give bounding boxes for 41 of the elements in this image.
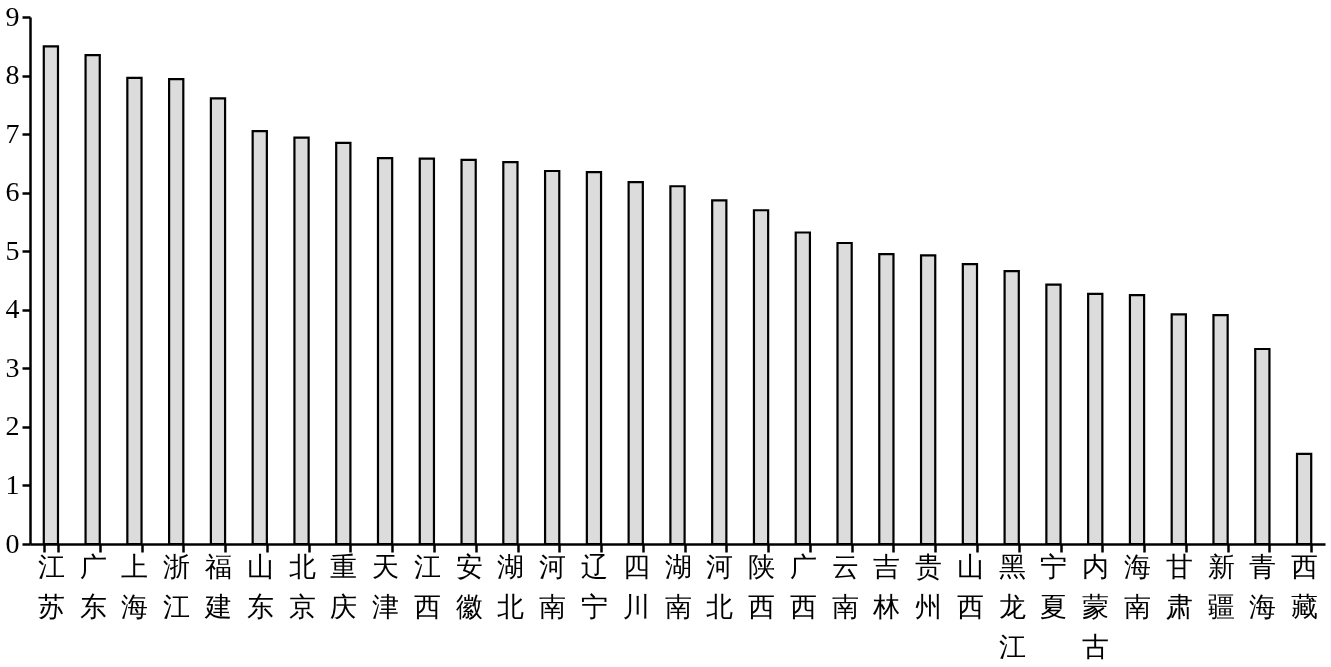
y-tick-label: 8 (5, 59, 20, 91)
x-tick-label: 海南 (1124, 551, 1152, 622)
x-tick-label: 江西 (413, 551, 441, 622)
x-tick-label: 山东 (246, 551, 274, 622)
y-tick-label: 1 (5, 468, 20, 500)
x-tick-label: 宁夏 (1040, 551, 1068, 622)
x-tick-label: 黑龙江 (998, 551, 1026, 662)
x-tick-label: 西藏 (1291, 551, 1319, 622)
x-tick-label: 吉林 (872, 551, 901, 622)
x-tick-label: 辽宁 (580, 551, 608, 622)
x-tick-label: 内蒙古 (1082, 551, 1110, 662)
x-tick-label: 重庆 (330, 551, 358, 622)
y-tick-label: 6 (5, 176, 20, 208)
x-tick-label: 青海 (1249, 551, 1277, 622)
x-tick-label: 天津 (372, 551, 400, 622)
x-tick-label: 上海 (121, 551, 149, 622)
x-tick-label: 北京 (288, 551, 316, 622)
y-tick-label: 3 (5, 351, 20, 383)
x-tick-label: 湖南 (664, 551, 692, 622)
x-tick-label: 广东 (79, 551, 107, 622)
x-tick-label: 陕西 (748, 551, 776, 622)
y-tick-label: 7 (5, 117, 20, 149)
x-tick-label: 河南 (539, 551, 567, 622)
x-tick-label: 新疆 (1207, 551, 1235, 622)
y-tick-label: 5 (5, 234, 20, 266)
x-tick-label: 安徽 (455, 551, 483, 622)
x-tick-label: 福建 (203, 551, 232, 622)
x-tick-label: 甘肃 (1165, 551, 1193, 622)
x-tick-label: 浙江 (163, 551, 191, 622)
x-tick-label: 云南 (831, 551, 859, 622)
y-tick-label: 2 (5, 410, 20, 442)
x-tick-label: 湖北 (497, 551, 525, 622)
y-tick-label: 4 (5, 293, 20, 325)
x-tick-label: 江苏 (37, 551, 65, 622)
x-tick-label: 贵州 (915, 551, 943, 622)
y-tick-label: 9 (5, 0, 20, 32)
y-tick-label: 0 (5, 527, 20, 559)
x-tick-label: 四川 (622, 551, 650, 622)
x-tick-label: 广西 (789, 551, 817, 622)
x-tick-label: 山西 (956, 551, 984, 622)
x-tick-label: 河北 (706, 551, 734, 622)
